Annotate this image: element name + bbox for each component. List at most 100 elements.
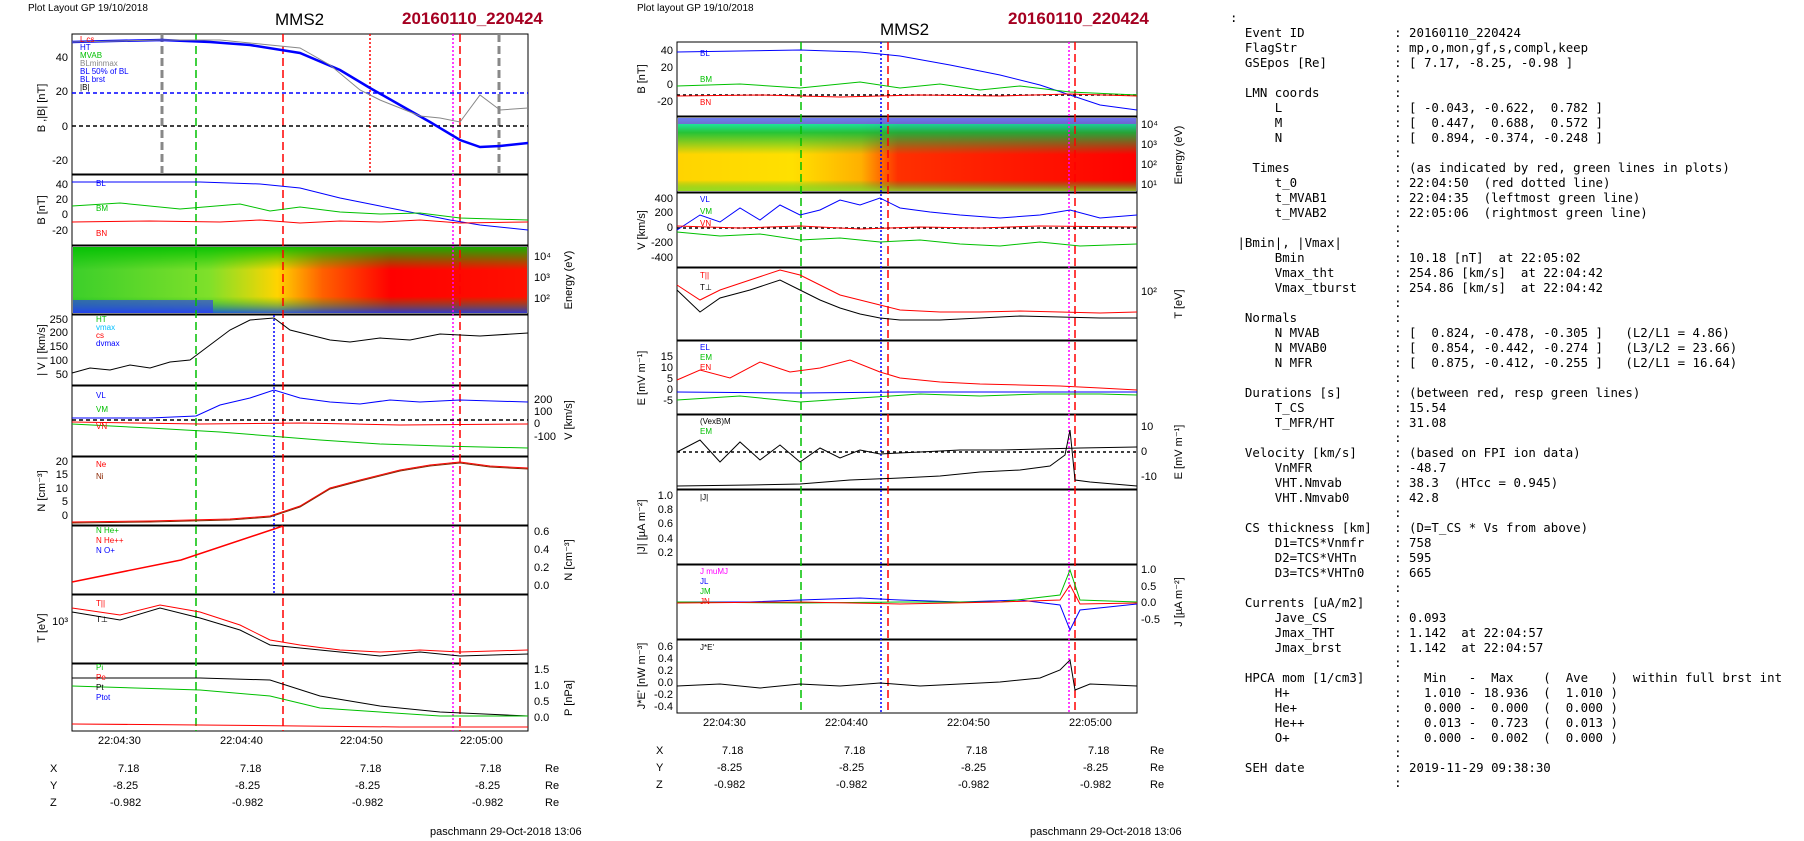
left-ephem-z-4: -0.982	[472, 797, 504, 809]
mid-xtick-4: 22:05:00	[1069, 717, 1112, 729]
left-ephem-unit-y: Re	[545, 780, 560, 792]
left-ephem-x-3: 7.18	[360, 763, 382, 775]
left-tpar-curve	[71, 604, 529, 653]
left-b-gray-curve	[71, 39, 529, 123]
mid-bn-curve	[676, 93, 1138, 98]
svg-text:BL: BL	[96, 179, 106, 188]
svg-text:10: 10	[661, 362, 673, 374]
svg-text:VN: VN	[96, 422, 107, 431]
svg-text:5: 5	[667, 373, 673, 385]
svg-text:10²: 10²	[1141, 286, 1157, 298]
summary-line: N MVAB0 : [ 0.854, -0.442, -0.274 ] (L3/…	[1230, 340, 1738, 355]
svg-text:N [cm⁻³]: N [cm⁻³]	[563, 539, 575, 580]
svg-text:EN: EN	[700, 363, 711, 372]
mid-ephem-y-1: -8.25	[717, 762, 743, 774]
svg-text:Pt: Pt	[96, 683, 104, 692]
svg-text:15: 15	[661, 351, 673, 363]
mid-xtick-2: 22:04:40	[825, 717, 868, 729]
svg-text:Pi: Pi	[96, 663, 103, 672]
svg-text:0.2: 0.2	[658, 547, 673, 559]
summary-line: t_MVAB2 : 22:05:06 (rightmost green line…	[1230, 205, 1648, 220]
svg-text:J [µA m⁻²]: J [µA m⁻²]	[1173, 577, 1185, 626]
svg-text:1.5: 1.5	[534, 664, 549, 676]
svg-text:10²: 10²	[1141, 159, 1157, 171]
summary-line: Jave_CS : 0.093	[1230, 610, 1447, 625]
svg-text:Pe: Pe	[96, 673, 106, 682]
summary-line: FlagStr : mp,o,mon,gf,s,compl,keep	[1230, 40, 1589, 55]
left-plot-spacecraft: MMS2	[275, 10, 325, 29]
svg-text:0.0: 0.0	[534, 712, 549, 724]
left-bm-curve	[71, 202, 529, 221]
left-ephem-x-1: 7.18	[118, 763, 140, 775]
svg-text:vmax: vmax	[96, 323, 115, 332]
svg-text:EL: EL	[700, 343, 710, 352]
summary-line: Vmax_tht : 254.86 [km/s] at 22:04:42	[1230, 265, 1603, 280]
svg-text:0.2: 0.2	[534, 562, 549, 574]
mid-panel-j-magnitude	[676, 489, 1138, 565]
svg-text:T||: T||	[700, 271, 709, 280]
svg-text:Energy (eV): Energy (eV)	[1173, 126, 1185, 185]
summary-line: Jmax_brst : 1.142 at 22:04:57	[1230, 640, 1544, 655]
mid-xtick-3: 22:04:50	[947, 717, 990, 729]
mid-tpar-curve	[676, 269, 1138, 314]
summary-line: t_0 : 22:04:50 (red dotted line)	[1230, 175, 1611, 190]
summary-line: Event ID : 20160110_220424	[1230, 25, 1521, 40]
svg-text:0: 0	[62, 209, 68, 221]
left-panel-ion-spectrogram	[71, 245, 529, 315]
left-spectrogram-low-band	[73, 300, 213, 313]
svg-text:T⊥: T⊥	[96, 615, 108, 624]
summary-line: H+ : 1.010 - 18.936 ( 1.010 )	[1230, 685, 1618, 700]
summary-line: CS thickness [km] : (D=T_CS * Vs from ab…	[1230, 520, 1589, 535]
svg-text:0.5: 0.5	[534, 696, 549, 708]
svg-text:T⊥: T⊥	[700, 283, 712, 292]
summary-line: O+ : 0.000 - 0.002 ( 0.000 )	[1230, 730, 1618, 745]
mid-ephem-z-2: -0.982	[836, 779, 868, 791]
svg-text:|J| [µA m⁻²]: |J| [µA m⁻²]	[636, 499, 648, 554]
summary-line: HPCA mom [1/cm3] : Min - Max ( Ave ) wit…	[1230, 670, 1783, 685]
mid-tperp-curve	[676, 279, 1137, 321]
mid-panel-electron-spectrogram	[676, 116, 1138, 193]
svg-text:10: 10	[1141, 421, 1153, 433]
svg-text:VM: VM	[700, 207, 712, 216]
svg-text:JM: JM	[700, 587, 711, 596]
svg-text:V [km/s]: V [km/s]	[636, 210, 648, 250]
svg-text:Ptot: Ptot	[96, 693, 111, 702]
svg-text:-10: -10	[1141, 471, 1157, 483]
svg-text:40: 40	[661, 45, 673, 57]
svg-text:VN: VN	[700, 219, 711, 228]
svg-text:-20: -20	[52, 225, 68, 237]
summary-line: VHT.Nmvab : 38.3 (HTcc = 0.945)	[1230, 475, 1559, 490]
svg-text:(VexB)M: (VexB)M	[700, 417, 731, 426]
event-summary: : Event ID : 20160110_220424 FlagStr : m…	[1230, 10, 1782, 790]
left-ephem-z-2: -0.982	[232, 797, 264, 809]
mid-en-curve	[676, 391, 1137, 394]
mid-ephem-x-2: 7.18	[844, 745, 866, 757]
left-ephem-unit-z: Re	[545, 797, 560, 809]
summary-line: Durations [s] : (between red, resp green…	[1230, 385, 1641, 400]
mid-vn-curve	[676, 225, 1138, 230]
svg-text:T [eV]: T [eV]	[1173, 289, 1185, 318]
svg-text:T [eV]: T [eV]	[36, 613, 48, 642]
svg-text:-20: -20	[52, 155, 68, 167]
summary-line: :	[1230, 745, 1402, 760]
summary-line: :	[1230, 370, 1402, 385]
svg-text:15: 15	[56, 469, 68, 481]
mid-ephem-z-4: -0.982	[1080, 779, 1112, 791]
left-pe-curve	[71, 723, 528, 728]
svg-text:-400: -400	[651, 252, 673, 264]
svg-text:10³: 10³	[534, 272, 550, 284]
svg-text:1.0: 1.0	[658, 490, 673, 502]
mid-panel-je	[676, 639, 1138, 714]
summary-line: D1=TCS*Vnmfr : 758	[1230, 535, 1432, 550]
svg-text:0.8: 0.8	[658, 504, 673, 516]
mid-ephem-y-2: -8.25	[839, 762, 865, 774]
summary-line: D2=TCS*VHTn : 595	[1230, 550, 1432, 565]
svg-text:10⁴: 10⁴	[534, 251, 551, 263]
mid-panel-ve-lmn	[676, 192, 1138, 268]
svg-text:0.0: 0.0	[1141, 597, 1156, 609]
svg-text:200: 200	[50, 327, 68, 339]
svg-text:0: 0	[667, 222, 673, 234]
svg-text:1.0: 1.0	[1141, 564, 1156, 576]
